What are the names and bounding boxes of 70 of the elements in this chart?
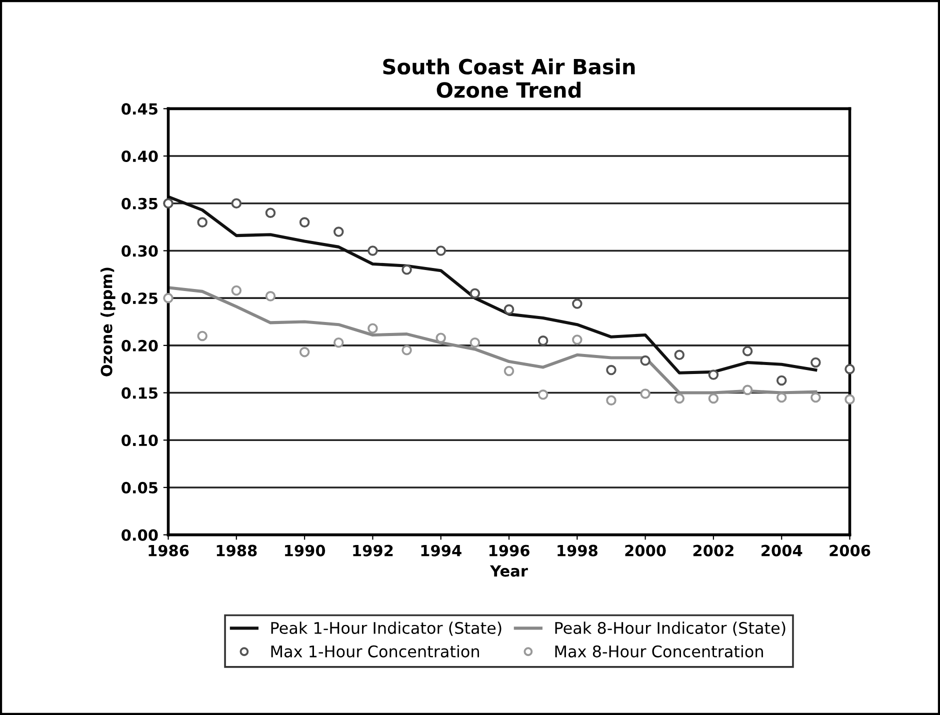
point: [436, 246, 446, 256]
point: [299, 217, 310, 228]
x-tick-label: 1994: [421, 544, 462, 556]
legend-label: Peak 8-Hour Indicator (State): [555, 622, 786, 636]
y-tick-label: 0.25: [122, 292, 158, 304]
point: [810, 357, 821, 368]
x-tick-label: 1992: [353, 544, 393, 556]
point: [299, 346, 310, 358]
point: [844, 394, 855, 405]
y-tick-label: 0.40: [122, 150, 158, 162]
point: [368, 246, 378, 256]
x-tick-label: 2000: [625, 544, 666, 556]
point: [538, 336, 548, 346]
y-tick-label: 0.20: [122, 340, 158, 352]
point: [742, 384, 753, 396]
y-tick-label: 0.05: [122, 482, 158, 494]
point: [742, 346, 753, 356]
point: [333, 226, 344, 237]
point: [776, 392, 787, 403]
x-tick-label: 1996: [489, 544, 530, 556]
y-tick-label: 0.35: [122, 198, 158, 210]
point: [197, 217, 208, 228]
y-tick-label: 0.30: [122, 245, 158, 257]
x-tick-label: 1998: [558, 544, 598, 556]
point: [402, 264, 412, 275]
x-tick-label: 2004: [762, 544, 802, 556]
point: [333, 337, 344, 348]
point: [163, 198, 174, 209]
point: [640, 355, 650, 366]
point: [368, 323, 378, 334]
legend-label: Peak 1-Hour Indicator (State): [271, 622, 502, 636]
chart-title: South Coast Air Basin Ozone Trend: [383, 58, 635, 98]
point: [402, 345, 412, 356]
legend-label: Max 1-Hour Concentration: [271, 645, 479, 658]
x-tick-label: 2002: [693, 544, 734, 556]
point: [640, 388, 650, 399]
point: [708, 393, 719, 404]
point: [231, 285, 242, 296]
legend-label: Max 8-Hour Concentration: [555, 645, 763, 658]
y-tick-label: 0.15: [122, 387, 158, 399]
y-tick-label: 0.00: [122, 529, 158, 541]
point: [810, 392, 821, 403]
point: [776, 375, 787, 386]
point: [538, 390, 548, 400]
point: [674, 350, 685, 360]
x-axis-title: Year: [490, 565, 528, 577]
x-tick-label: 1990: [285, 544, 326, 556]
x-tick-label: 1986: [148, 544, 189, 556]
point: [436, 332, 446, 343]
point: [470, 288, 480, 298]
x-tick-label: 2006: [830, 544, 870, 556]
point: [572, 334, 582, 345]
point: [265, 208, 276, 218]
point: [572, 298, 582, 309]
x-tick-label: 1988: [216, 544, 257, 556]
point: [504, 366, 514, 376]
y-tick-label: 0.45: [122, 103, 158, 115]
point: [231, 198, 242, 209]
point: [674, 393, 685, 404]
point: [844, 364, 855, 374]
y-tick-label: 0.10: [122, 434, 158, 446]
point: [606, 364, 616, 376]
point: [708, 370, 719, 380]
point: [470, 337, 480, 348]
y-axis-title: Ozone (ppm): [100, 268, 116, 376]
point: [504, 304, 514, 315]
point: [606, 395, 616, 406]
point: [265, 291, 276, 302]
point: [197, 330, 208, 342]
point: [163, 292, 174, 304]
